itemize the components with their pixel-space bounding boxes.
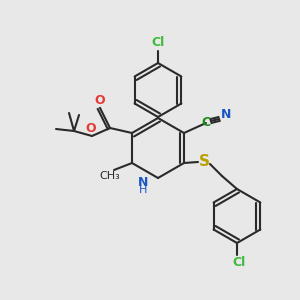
Text: N: N — [221, 109, 231, 122]
Text: N: N — [138, 176, 148, 188]
Text: O: O — [95, 94, 105, 106]
Text: C: C — [201, 116, 211, 130]
Text: Cl: Cl — [152, 37, 165, 50]
Text: CH₃: CH₃ — [100, 171, 120, 181]
Text: Cl: Cl — [232, 256, 246, 269]
Text: S: S — [199, 154, 209, 169]
Text: H: H — [139, 185, 147, 195]
Text: O: O — [86, 122, 96, 136]
